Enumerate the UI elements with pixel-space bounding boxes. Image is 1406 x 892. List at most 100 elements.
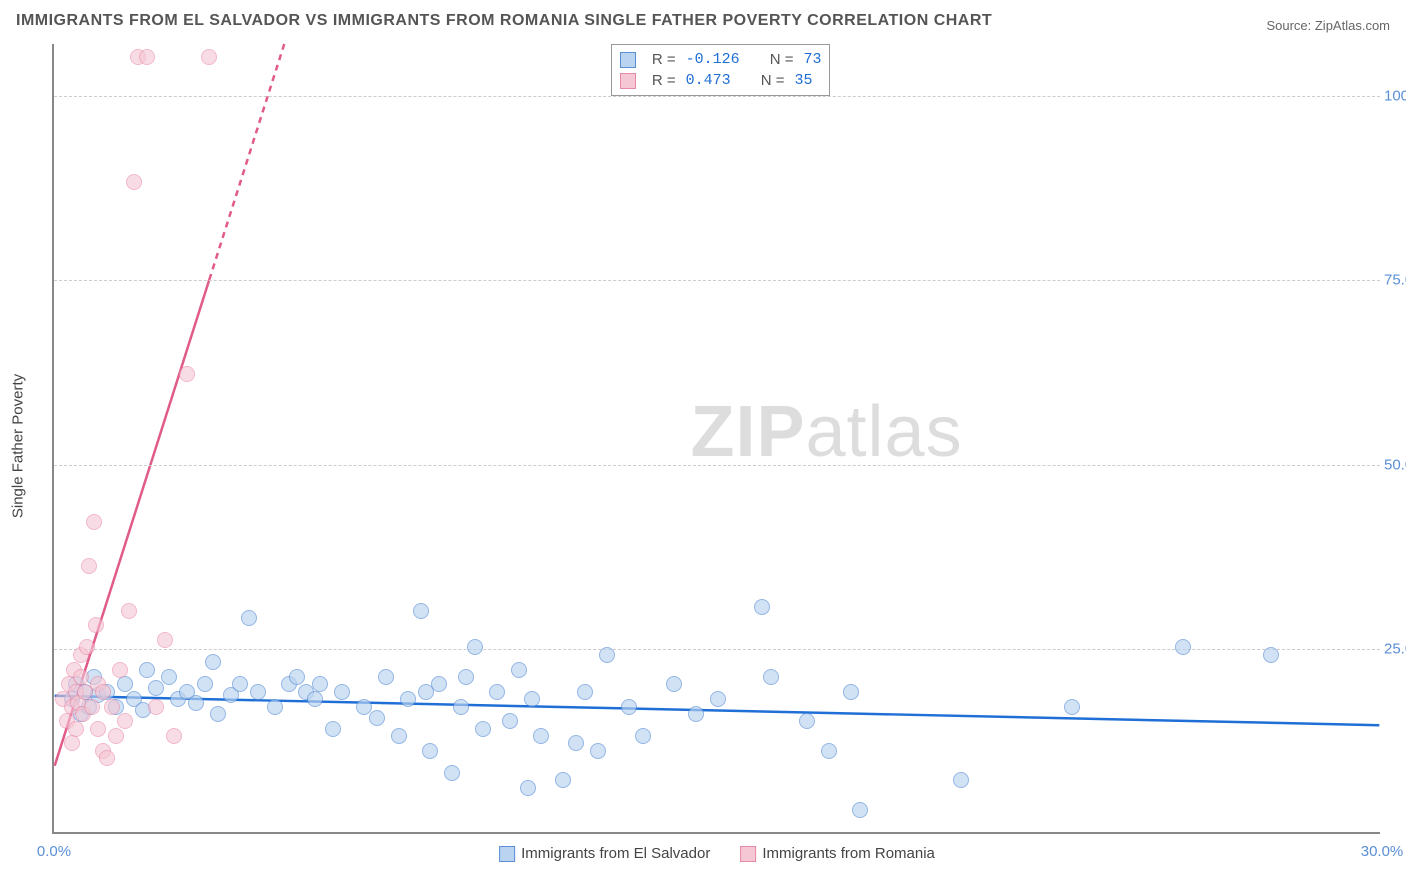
data-point: [307, 691, 323, 707]
data-point: [799, 713, 815, 729]
data-point: [334, 684, 350, 700]
data-point: [467, 639, 483, 655]
data-point: [568, 735, 584, 751]
chart-title: IMMIGRANTS FROM EL SALVADOR VS IMMIGRANT…: [16, 12, 992, 30]
y-axis-label: Single Father Poverty: [10, 374, 27, 518]
data-point: [201, 49, 217, 65]
x-tick-label: 0.0%: [37, 843, 71, 860]
data-point: [400, 691, 416, 707]
data-point: [599, 647, 615, 663]
scatter-plot: ZIPatlas R =-0.126N =73R =0.473N =35 Imm…: [52, 44, 1380, 834]
data-point: [555, 772, 571, 788]
data-point: [86, 514, 102, 530]
data-point: [666, 676, 682, 692]
data-point: [475, 721, 491, 737]
data-point: [710, 691, 726, 707]
data-point: [250, 684, 266, 700]
data-point: [312, 676, 328, 692]
data-point: [422, 743, 438, 759]
data-point: [126, 174, 142, 190]
data-point: [635, 728, 651, 744]
legend-label: Immigrants from El Salvador: [521, 845, 710, 862]
source-label: Source: ZipAtlas.com: [1266, 18, 1390, 33]
data-point: [1263, 647, 1279, 663]
data-point: [378, 669, 394, 685]
gridline: [54, 280, 1380, 281]
data-point: [148, 699, 164, 715]
legend-item: Immigrants from El Salvador: [499, 845, 710, 862]
data-point: [621, 699, 637, 715]
stat-row: R =0.473N =35: [620, 70, 822, 91]
data-point: [577, 684, 593, 700]
data-point: [458, 669, 474, 685]
data-point: [843, 684, 859, 700]
y-tick-label: 75.0%: [1384, 272, 1406, 289]
data-point: [1064, 699, 1080, 715]
data-point: [84, 699, 100, 715]
y-tick-label: 100.0%: [1384, 87, 1406, 104]
data-point: [90, 721, 106, 737]
data-point: [68, 721, 84, 737]
data-point: [590, 743, 606, 759]
data-point: [95, 684, 111, 700]
data-point: [953, 772, 969, 788]
data-point: [852, 802, 868, 818]
data-point: [431, 676, 447, 692]
data-point: [73, 669, 89, 685]
data-point: [369, 710, 385, 726]
data-point: [112, 662, 128, 678]
legend-swatch: [620, 73, 636, 89]
data-point: [99, 750, 115, 766]
data-point: [64, 735, 80, 751]
data-point: [117, 676, 133, 692]
data-point: [148, 680, 164, 696]
data-point: [79, 639, 95, 655]
data-point: [117, 713, 133, 729]
data-point: [210, 706, 226, 722]
stat-legend: R =-0.126N =73R =0.473N =35: [611, 44, 831, 96]
data-point: [108, 728, 124, 744]
data-point: [205, 654, 221, 670]
data-point: [754, 599, 770, 615]
data-point: [289, 669, 305, 685]
data-point: [391, 728, 407, 744]
data-point: [139, 49, 155, 65]
regression-lines: [54, 44, 1380, 832]
data-point: [688, 706, 704, 722]
y-tick-label: 50.0%: [1384, 456, 1406, 473]
data-point: [444, 765, 460, 781]
data-point: [139, 662, 155, 678]
data-point: [232, 676, 248, 692]
data-point: [524, 691, 540, 707]
legend-swatch: [740, 846, 756, 862]
data-point: [489, 684, 505, 700]
data-point: [502, 713, 518, 729]
data-point: [188, 695, 204, 711]
data-point: [356, 699, 372, 715]
data-point: [520, 780, 536, 796]
legend-bottom: Immigrants from El Salvador Immigrants fr…: [499, 845, 935, 862]
data-point: [157, 632, 173, 648]
data-point: [267, 699, 283, 715]
data-point: [413, 603, 429, 619]
data-point: [197, 676, 213, 692]
data-point: [121, 603, 137, 619]
data-point: [81, 558, 97, 574]
data-point: [104, 699, 120, 715]
data-point: [453, 699, 469, 715]
data-point: [88, 617, 104, 633]
data-point: [166, 728, 182, 744]
x-tick-label: 30.0%: [1361, 843, 1404, 860]
legend-label: Immigrants from Romania: [762, 845, 935, 862]
stat-row: R =-0.126N =73: [620, 49, 822, 70]
data-point: [763, 669, 779, 685]
legend-swatch: [499, 846, 515, 862]
data-point: [1175, 639, 1191, 655]
watermark: ZIPatlas: [690, 391, 962, 473]
data-point: [511, 662, 527, 678]
legend-swatch: [620, 52, 636, 68]
gridline: [54, 465, 1380, 466]
data-point: [161, 669, 177, 685]
y-tick-label: 25.0%: [1384, 641, 1406, 658]
data-point: [533, 728, 549, 744]
